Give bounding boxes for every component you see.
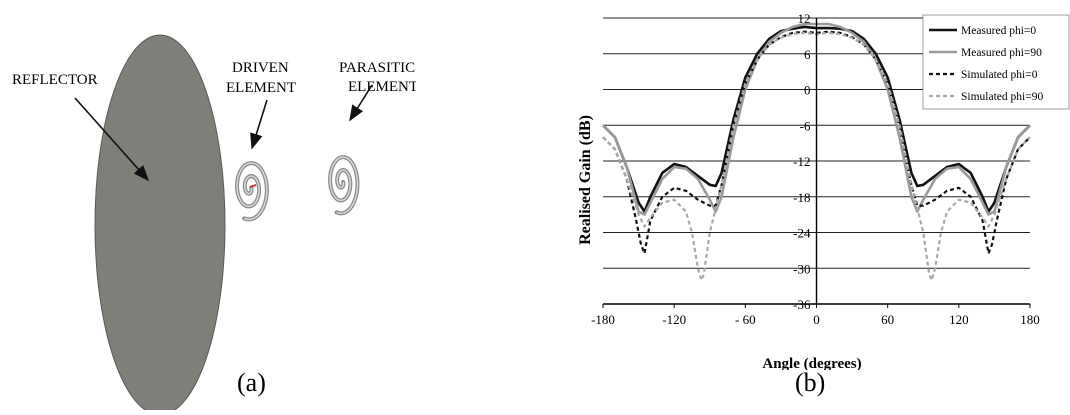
reflector-label: REFLECTOR — [12, 72, 98, 88]
x-tick-label: 0 — [813, 312, 820, 327]
panel-a-antenna-illustration: REFLECTOR DRIVEN ELEMENT PARASITIC ELEME… — [0, 0, 540, 415]
x-tick-label: 60 — [881, 312, 894, 327]
legend-label: Measured phi=90 — [961, 47, 1042, 59]
y-tick-label: -12 — [793, 154, 810, 169]
y-tick-label: 12 — [798, 11, 811, 26]
y-tick-label: 6 — [804, 47, 811, 62]
feed-point — [249, 184, 257, 188]
parasitic-element-spiral-inner — [329, 156, 359, 215]
antenna-drawing — [74, 34, 373, 415]
parasitic-arrow — [349, 84, 373, 122]
legend-label: Simulated phi=0 — [961, 69, 1038, 81]
driven-label-line2: ELEMENT — [226, 80, 296, 96]
y-tick-label: -24 — [793, 226, 811, 241]
legend: Measured phi=0 Measured phi=90 Simulated p… — [922, 14, 1070, 110]
x-tick-label: -180 — [591, 312, 615, 327]
x-tick-label: - 60 — [735, 312, 756, 327]
y-tick-label: -18 — [793, 190, 810, 205]
y-tick-label: -6 — [800, 118, 811, 133]
reflector-arrow — [74, 97, 150, 182]
driven-arrow — [250, 99, 268, 150]
driven-element-spiral-inner — [236, 162, 268, 221]
legend-label: Simulated phi=90 — [961, 91, 1043, 103]
y-tick-label: -30 — [793, 261, 810, 276]
parasitic-label-line1: PARASITIC — [339, 60, 416, 76]
caption-a: (a) — [237, 368, 266, 397]
y-tick-label: 0 — [804, 83, 811, 98]
parasitic-label-clip: PARASITIC ELEMENT — [336, 55, 416, 105]
x-tick-label: 120 — [949, 312, 969, 327]
x-tick-label: 180 — [1020, 312, 1040, 327]
series-line-3 — [602, 30, 1031, 255]
x-tick-label: -120 — [662, 312, 686, 327]
y-axis-label: Realised Gain (dB) — [577, 115, 594, 245]
driven-label-line1: DRIVEN — [232, 60, 289, 76]
panel-b-gain-chart: 12 6 0 -6 -12 -18 -24 -30 -36 -180 -120- 60 0 60 120 1… — [540, 0, 1070, 410]
reflector-disc — [94, 34, 226, 415]
x-axis-label: Angle (degrees) — [762, 356, 861, 370]
legend-label: Measured phi=0 — [961, 25, 1036, 37]
caption-b: (b) — [795, 368, 826, 397]
parasitic-label-line2: ELEMENT — [348, 79, 416, 95]
